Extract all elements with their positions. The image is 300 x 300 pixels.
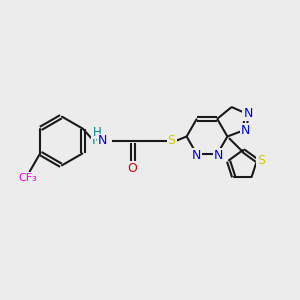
Text: O: O [128, 161, 137, 175]
Text: S: S [257, 154, 266, 167]
Text: N: N [192, 149, 202, 162]
Text: NH: NH [92, 134, 111, 148]
Text: N: N [98, 134, 108, 148]
Text: N: N [241, 124, 250, 137]
Text: N: N [243, 107, 253, 120]
Text: CF₃: CF₃ [19, 173, 38, 183]
Text: S: S [168, 134, 176, 148]
Text: N: N [214, 149, 224, 162]
Text: H: H [93, 125, 102, 139]
